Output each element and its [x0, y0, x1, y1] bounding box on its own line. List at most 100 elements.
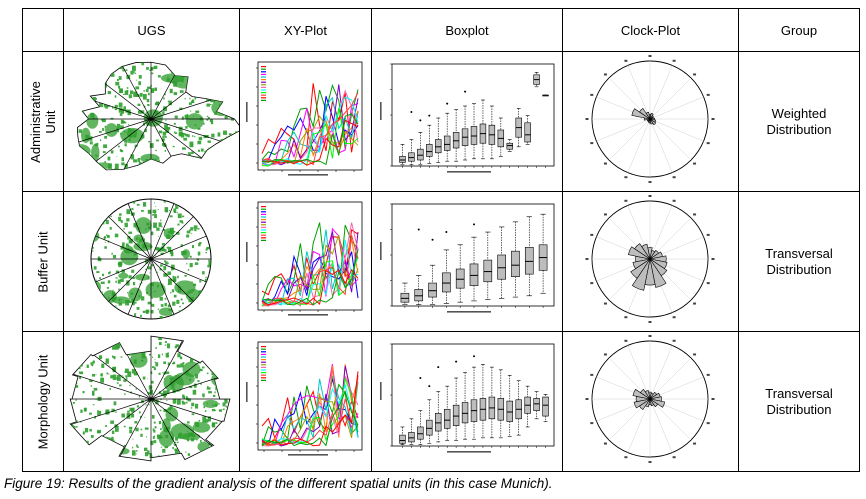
green-patch	[93, 387, 98, 391]
green-patch	[176, 441, 179, 444]
green-patch	[153, 65, 158, 70]
green-patch	[192, 318, 194, 319]
green-patch	[219, 421, 221, 423]
green-patch	[205, 248, 208, 251]
green-patch	[191, 199, 195, 200]
group-line: Weighted	[771, 105, 827, 121]
green-patch	[124, 222, 128, 228]
green-patch	[93, 448, 96, 452]
box-body	[455, 268, 465, 289]
green-patch	[153, 222, 157, 228]
green-patch	[189, 229, 192, 231]
green-patch	[235, 284, 236, 285]
green-patch	[81, 198, 82, 200]
green-patch	[91, 279, 92, 284]
green-patch	[96, 457, 98, 459]
green-patch	[157, 235, 159, 237]
legend-swatch	[261, 229, 266, 231]
green-patch	[113, 309, 116, 312]
green-patch	[78, 129, 82, 133]
green-patch	[217, 272, 221, 276]
green-patch	[100, 199, 104, 201]
green-patch	[129, 384, 131, 387]
green-patch	[116, 336, 118, 338]
green-patch	[174, 131, 176, 134]
green-patch	[119, 63, 121, 65]
green-patch	[222, 425, 224, 428]
green-patch	[124, 393, 126, 396]
group-line: Distribution	[766, 401, 832, 417]
green-patch	[82, 200, 85, 203]
green-patch	[138, 75, 142, 79]
green-patch	[87, 241, 88, 242]
green-patch	[223, 231, 226, 235]
green-patch	[152, 165, 156, 168]
legend-swatch	[261, 374, 266, 376]
box	[533, 391, 540, 420]
green-patch	[138, 161, 142, 166]
legend-swatch	[261, 351, 266, 353]
green-patch	[68, 222, 72, 226]
green-patch	[211, 298, 214, 300]
results-table: UGS XY-Plot Boxplot Clock-Plot Group Adm…	[22, 8, 860, 472]
green-patch	[74, 314, 76, 316]
green-patch	[137, 110, 142, 114]
legend-swatch	[261, 208, 266, 210]
green-patch	[142, 56, 144, 57]
x-axis-label-mark	[447, 451, 491, 453]
green-patch	[91, 285, 95, 289]
green-patch	[203, 354, 206, 357]
green-patch	[145, 268, 147, 270]
green-patch	[90, 338, 94, 341]
green-patch	[139, 283, 141, 285]
green-patch	[226, 229, 227, 230]
box	[506, 139, 513, 152]
green-patch	[215, 271, 216, 272]
green-patch	[228, 133, 232, 136]
green-patch	[126, 109, 131, 113]
green-patch	[202, 271, 205, 275]
green-patch	[112, 289, 114, 292]
box-body	[408, 432, 415, 443]
green-patch	[221, 353, 224, 357]
green-area	[133, 234, 144, 243]
green-patch	[196, 303, 201, 309]
green-patch	[175, 206, 179, 209]
green-patch	[68, 112, 70, 114]
clock-tick-label-mark	[590, 373, 594, 376]
green-patch	[106, 217, 108, 219]
green-patch	[79, 421, 82, 423]
green-patch	[169, 321, 170, 322]
green-patch	[222, 408, 225, 411]
green-patch	[209, 446, 214, 450]
sector-line	[150, 62, 192, 120]
green-area	[163, 228, 174, 239]
green-patch	[194, 199, 197, 200]
green-patch	[191, 99, 195, 103]
sector-line	[77, 88, 152, 120]
green-patch	[151, 56, 154, 59]
green-patch	[109, 200, 112, 203]
green-patch	[68, 64, 70, 65]
green-patch	[174, 345, 178, 349]
green-patch	[167, 100, 169, 102]
green-patch	[170, 170, 173, 172]
green-patch	[226, 320, 228, 322]
green-patch	[114, 233, 119, 238]
green-patch	[230, 445, 233, 450]
green-patch	[230, 438, 232, 441]
green-patch	[86, 311, 88, 314]
green-patch	[74, 59, 77, 63]
green-patch	[176, 299, 180, 304]
row-label-buffer: Buffer Unit	[22, 191, 64, 332]
green-patch	[122, 69, 126, 72]
green-patch	[76, 121, 77, 123]
green-patch	[70, 387, 74, 392]
green-patch	[202, 416, 207, 423]
green-area	[94, 162, 112, 170]
green-patch	[80, 256, 84, 261]
green-patch	[200, 89, 204, 92]
green-patch	[199, 458, 203, 461]
clock-tick-label-mark	[648, 321, 652, 323]
box	[408, 111, 415, 166]
